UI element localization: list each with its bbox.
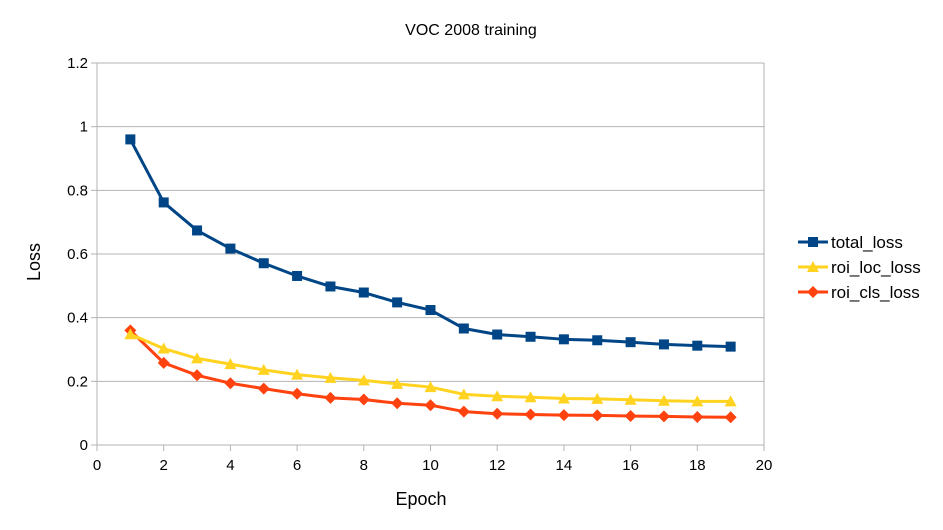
data-point — [457, 405, 470, 418]
data-point — [225, 243, 236, 254]
legend-marker — [807, 286, 819, 298]
legend-item: roi_loc_loss — [798, 258, 921, 277]
data-point — [258, 258, 269, 269]
data-point — [392, 297, 403, 308]
x-tick-label: 0 — [93, 457, 101, 474]
data-point — [657, 410, 670, 423]
x-tick-label: 10 — [422, 457, 439, 474]
y-tick-label: 0.4 — [67, 310, 88, 327]
y-axis-title: Loss — [24, 243, 44, 281]
data-point — [257, 363, 270, 375]
data-point — [291, 368, 304, 380]
y-tick-label: 1 — [80, 119, 88, 136]
x-axis-title: Epoch — [395, 489, 446, 509]
data-point — [724, 395, 737, 407]
data-point — [325, 281, 336, 292]
data-point — [591, 409, 604, 422]
data-point — [524, 408, 537, 421]
data-point — [658, 339, 669, 350]
data-point — [391, 397, 404, 410]
chart-title: VOC 2008 training — [405, 22, 537, 39]
axes: 0 0.2 0.4 0.6 0.8 1 1.2 0 2 4 6 8 10 12 14 16 18 20 — [67, 55, 772, 474]
data-point — [125, 134, 136, 145]
data-point — [592, 335, 603, 346]
series-total-loss — [125, 134, 736, 352]
data-point — [457, 388, 470, 400]
data-point — [357, 374, 370, 386]
data-point — [624, 393, 637, 405]
data-point — [224, 377, 237, 390]
legend-label: roi_loc_loss — [831, 258, 921, 277]
data-point — [191, 352, 204, 364]
y-tick-label: 0 — [80, 437, 88, 454]
data-point — [324, 391, 337, 404]
data-point — [724, 411, 737, 424]
legend-item: total_loss — [798, 233, 903, 252]
data-point — [192, 225, 203, 236]
data-point — [292, 270, 303, 281]
legend-marker — [807, 261, 819, 272]
data-point — [425, 305, 436, 316]
data-point — [424, 381, 437, 393]
x-tick-label: 16 — [622, 457, 639, 474]
y-tick-label: 1.2 — [67, 55, 88, 72]
series-roi-cls-loss — [124, 324, 737, 424]
y-tick-label: 0.8 — [67, 182, 88, 199]
data-point — [624, 410, 637, 423]
data-point — [691, 410, 704, 423]
y-tick-label: 0.6 — [67, 246, 88, 263]
series-group — [124, 134, 737, 424]
y-tick-label: 0.2 — [67, 373, 88, 390]
data-point — [491, 390, 504, 402]
series-line — [129, 138, 731, 349]
x-tick-label: 8 — [360, 457, 368, 474]
data-point — [424, 399, 437, 412]
data-point — [158, 197, 169, 208]
data-point — [191, 369, 204, 382]
data-point — [525, 331, 536, 342]
data-point — [257, 382, 270, 395]
data-point — [557, 392, 570, 404]
data-point — [691, 395, 704, 407]
data-point — [157, 356, 170, 369]
legend-label: total_loss — [831, 233, 903, 252]
x-tick-label: 12 — [489, 457, 506, 474]
data-point — [657, 394, 670, 406]
legend-item: roi_cls_loss — [798, 283, 920, 302]
data-point — [124, 328, 137, 340]
x-tick-label: 4 — [226, 457, 234, 474]
data-point — [625, 337, 636, 348]
data-point — [157, 342, 170, 354]
data-point — [524, 391, 537, 403]
legend: total_loss roi_loc_loss roi_cls_loss — [798, 233, 921, 302]
data-point — [358, 287, 369, 298]
series-roi-loc-loss — [124, 328, 737, 407]
data-point — [324, 371, 337, 383]
data-point — [357, 393, 370, 406]
data-point — [458, 323, 469, 334]
data-point — [391, 377, 404, 389]
legend-label: roi_cls_loss — [831, 283, 920, 302]
data-point — [491, 407, 504, 420]
data-point — [692, 340, 703, 351]
data-point — [725, 341, 736, 352]
data-point — [557, 409, 570, 422]
data-point — [558, 334, 569, 345]
x-tick-label: 14 — [556, 457, 573, 474]
x-tick-label: 20 — [756, 457, 773, 474]
data-point — [591, 392, 604, 404]
x-tick-label: 6 — [293, 457, 301, 474]
data-point — [492, 329, 503, 340]
data-point — [291, 387, 304, 400]
x-tick-label: 18 — [689, 457, 706, 474]
grid-lines — [97, 62, 764, 446]
x-tick-label: 2 — [160, 457, 168, 474]
data-point — [224, 358, 237, 370]
legend-marker — [808, 237, 818, 247]
